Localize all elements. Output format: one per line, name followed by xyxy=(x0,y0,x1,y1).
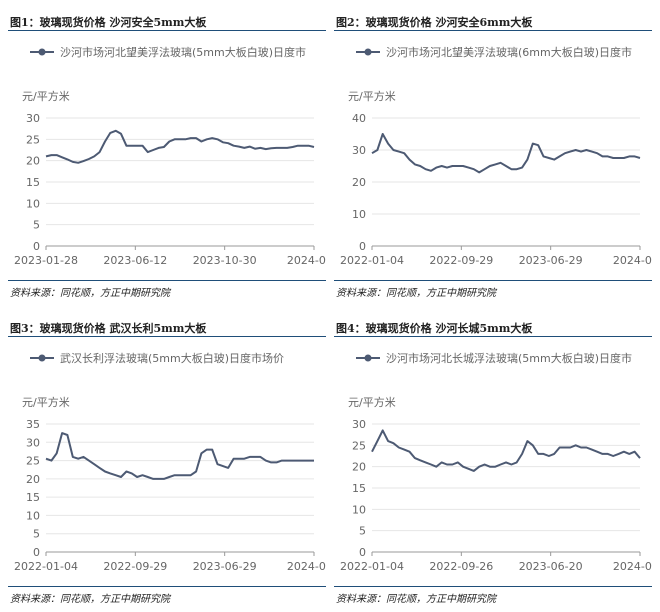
title-rule xyxy=(8,336,326,337)
chart-panel-1: 图1：玻璃现货价格 沙河安全5mm大板 沙河市场河北望美浮法玻璃(5mm大板白玻… xyxy=(8,6,326,306)
source-rule xyxy=(8,280,326,281)
chart-title: 图4：玻璃现货价格 沙河长城5mm大板 xyxy=(336,322,533,335)
y-tick-label: 10 xyxy=(26,509,40,522)
x-tick-label: 2022-09-29 xyxy=(429,254,493,267)
y-tick-label: 5 xyxy=(359,525,366,538)
legend-marker xyxy=(38,354,46,362)
source-rule xyxy=(8,586,326,587)
y-tick-label: 25 xyxy=(26,133,40,146)
y-axis-label: 元/平方米 xyxy=(348,395,396,409)
y-tick-label: 0 xyxy=(33,546,40,559)
source-note: 资料来源：同花顺，方正中期研究院 xyxy=(336,288,496,299)
x-tick-label: 2024-03-( xyxy=(613,560,652,573)
y-tick-label: 25 xyxy=(352,439,366,452)
x-tick-label: 2023-06-12 xyxy=(103,254,167,267)
chart-panel-3: 图3：玻璃现货价格 武汉长利5mm大板 武汉长利浮法玻璃(5mm大板白玻)日度市… xyxy=(8,312,326,612)
y-tick-label: 30 xyxy=(352,418,366,431)
chart-title: 图3：玻璃现货价格 武汉长利5mm大板 xyxy=(10,322,207,335)
source-note: 资料来源：同花顺，方正中期研究院 xyxy=(336,594,496,605)
y-tick-label: 20 xyxy=(352,461,366,474)
y-tick-label: 10 xyxy=(352,503,366,516)
x-tick-label: 2024-03-( xyxy=(287,254,326,267)
legend-marker xyxy=(38,48,46,56)
x-tick-label: 2023-10-30 xyxy=(193,254,257,267)
source-note: 资料来源：同花顺，方正中期研究院 xyxy=(10,594,170,605)
y-tick-label: 10 xyxy=(352,208,366,221)
x-tick-label: 2023-06-29 xyxy=(519,254,583,267)
chart-panel-2: 图2：玻璃现货价格 沙河安全6mm大板 沙河市场河北望美浮法玻璃(6mm大板白玻… xyxy=(334,6,652,306)
title-rule xyxy=(334,336,652,337)
chart-title: 图2：玻璃现货价格 沙河安全6mm大板 xyxy=(336,16,533,29)
y-tick-label: 20 xyxy=(26,473,40,486)
y-axis-label: 元/平方米 xyxy=(348,89,396,103)
x-tick-label: 2022-01-04 xyxy=(14,560,78,573)
legend-marker xyxy=(364,354,372,362)
x-tick-label: 2022-09-29 xyxy=(103,560,167,573)
source-note: 资料来源：同花顺，方正中期研究院 xyxy=(10,288,170,299)
x-tick-label: 2023-06-20 xyxy=(519,560,583,573)
y-tick-label: 20 xyxy=(26,155,40,168)
y-tick-label: 5 xyxy=(33,219,40,232)
y-tick-label: 30 xyxy=(352,144,366,157)
legend-label: 沙河市场河北望美浮法玻璃(5mm大板白玻)日度市 xyxy=(60,45,306,59)
legend-label: 沙河市场河北长城浮法玻璃(5mm大板白玻)日度市 xyxy=(386,351,632,365)
legend-label: 沙河市场河北望美浮法玻璃(6mm大板白玻)日度市 xyxy=(386,45,632,59)
y-tick-label: 0 xyxy=(33,240,40,253)
x-tick-label: 2022-01-04 xyxy=(340,254,404,267)
y-tick-label: 15 xyxy=(26,491,40,504)
chart-title: 图1：玻璃现货价格 沙河安全5mm大板 xyxy=(10,16,207,29)
y-tick-label: 40 xyxy=(352,112,366,125)
x-tick-label: 2024-03-( xyxy=(613,254,652,267)
source-rule xyxy=(334,586,652,587)
series-line xyxy=(371,133,641,174)
x-tick-label: 2023-01-28 xyxy=(14,254,78,267)
x-tick-label: 2023-06-29 xyxy=(193,560,257,573)
y-axis-label: 元/平方米 xyxy=(22,395,70,409)
source-rule xyxy=(334,280,652,281)
x-tick-label: 2022-09-26 xyxy=(429,560,493,573)
legend-marker xyxy=(364,48,372,56)
title-rule xyxy=(8,30,326,31)
y-tick-label: 30 xyxy=(26,112,40,125)
y-tick-label: 30 xyxy=(26,436,40,449)
y-tick-label: 0 xyxy=(359,240,366,253)
y-tick-label: 35 xyxy=(26,418,40,431)
y-tick-label: 20 xyxy=(352,176,366,189)
y-tick-label: 15 xyxy=(352,482,366,495)
y-tick-label: 15 xyxy=(26,176,40,189)
series-line xyxy=(45,129,315,164)
y-axis-label: 元/平方米 xyxy=(22,89,70,103)
y-tick-label: 0 xyxy=(359,546,366,559)
x-tick-label: 2022-01-04 xyxy=(340,560,404,573)
chart-panel-4: 图4：玻璃现货价格 沙河长城5mm大板 沙河市场河北长城浮法玻璃(5mm大板白玻… xyxy=(334,312,652,612)
title-rule xyxy=(334,30,652,31)
series-line xyxy=(45,432,314,480)
series-line xyxy=(371,429,641,472)
y-tick-label: 5 xyxy=(33,528,40,541)
x-tick-label: 2024-03-( xyxy=(287,560,326,573)
y-tick-label: 10 xyxy=(26,197,40,210)
legend-label: 武汉长利浮法玻璃(5mm大板白玻)日度市场价 xyxy=(60,351,284,365)
y-tick-label: 25 xyxy=(26,455,40,468)
